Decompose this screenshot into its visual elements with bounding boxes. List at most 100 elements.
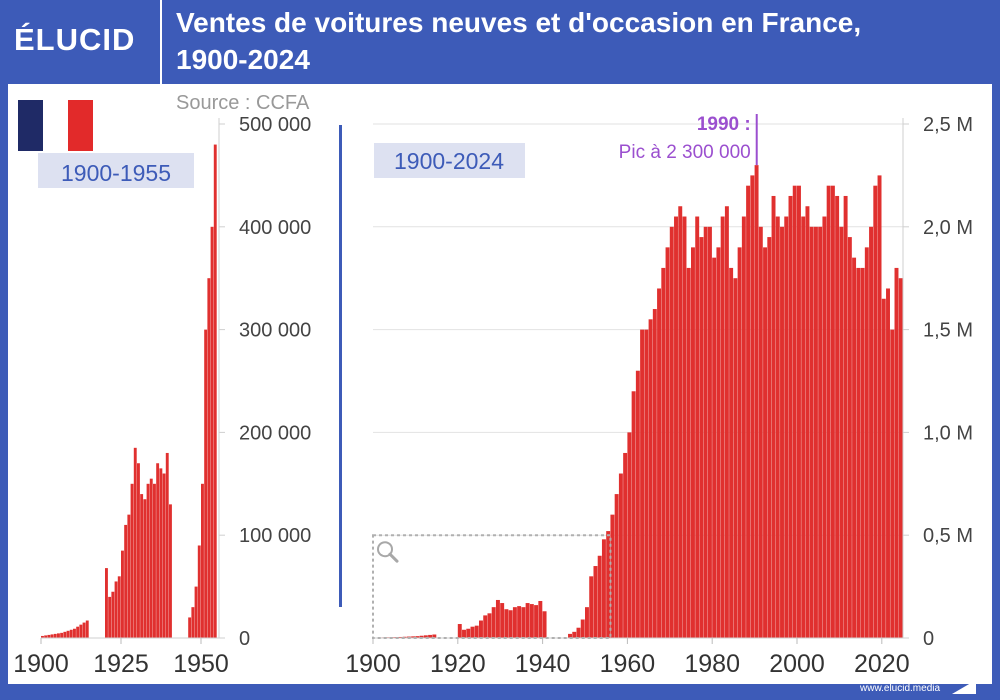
bar-1972 xyxy=(678,206,683,638)
bar-1928 xyxy=(130,483,134,638)
bar-1948 xyxy=(194,586,198,638)
bar-2009 xyxy=(835,195,840,638)
bar-1934 xyxy=(517,606,522,638)
bar-1961 xyxy=(631,391,636,638)
peak-annotation-value: Pic à 2 300 000 xyxy=(619,142,751,163)
bar-1901 xyxy=(44,635,48,638)
bar-1939 xyxy=(165,452,169,638)
x-tick-label: 1980 xyxy=(684,650,740,678)
bar-1973 xyxy=(682,216,687,638)
bar-1949 xyxy=(197,545,201,638)
y-tick-label: 2,5 M xyxy=(923,114,973,136)
bar-1956 xyxy=(610,514,615,638)
bar-2012 xyxy=(847,237,852,638)
bar-1954 xyxy=(601,539,606,638)
bar-1950 xyxy=(201,483,204,638)
footer-url: www.elucid.media xyxy=(860,683,941,694)
panel-divider xyxy=(339,125,342,607)
bar-1975 xyxy=(691,247,695,639)
bar-1906 xyxy=(60,632,64,638)
bar-1981 xyxy=(716,247,721,639)
bar-1964 xyxy=(644,329,649,638)
bar-2023 xyxy=(894,267,899,638)
bar-2015 xyxy=(860,267,865,638)
bar-1985 xyxy=(733,278,738,638)
bar-2007 xyxy=(826,185,831,638)
bar-2000 xyxy=(797,185,801,638)
bar-1992 xyxy=(763,247,768,639)
bar-1900 xyxy=(41,635,44,638)
left-period-badge: 1900-1955 xyxy=(61,160,171,186)
title-line-1: Ventes de voitures neuves et d'occasion … xyxy=(176,7,862,38)
bar-1968 xyxy=(661,267,666,638)
bar-1991 xyxy=(758,226,763,639)
title-line-2: 1900-2024 xyxy=(176,44,310,75)
bar-1963 xyxy=(640,329,645,638)
bar-2018 xyxy=(873,185,878,638)
bar-2019 xyxy=(877,175,882,638)
bar-2017 xyxy=(869,226,874,639)
magnifier-icon xyxy=(377,541,399,563)
bar-1950 xyxy=(585,607,589,638)
bar-1974 xyxy=(686,267,691,638)
bar-1927 xyxy=(487,613,492,638)
bar-1957 xyxy=(614,494,619,638)
bar-1977 xyxy=(699,237,704,638)
bar-1997 xyxy=(784,216,789,638)
bar-1951 xyxy=(589,576,594,638)
bar-1926 xyxy=(483,615,488,638)
bar-1987 xyxy=(741,216,746,638)
y-tick-label: 2,0 M xyxy=(923,217,973,239)
bar-1930 xyxy=(137,463,140,638)
bar-1979 xyxy=(707,226,712,639)
bar-1946 xyxy=(568,633,572,638)
y-tick-label: 500 000 xyxy=(239,114,311,136)
bar-1910 xyxy=(73,628,76,638)
flag-blue-stripe xyxy=(18,100,43,151)
bar-1954 xyxy=(213,144,217,638)
bar-2022 xyxy=(890,329,895,638)
bar-1952 xyxy=(593,566,598,638)
bar-1913 xyxy=(82,622,86,638)
left-axis: 0 100 000 200 000 300 000 400 000 500 000 1900… xyxy=(13,114,311,678)
bar-1938 xyxy=(534,605,539,638)
bar-2003 xyxy=(809,226,814,639)
bar-1960 xyxy=(627,432,632,638)
chart-panel: Source : CCFA 1900-1955 1900-2024 0 100 0… xyxy=(8,84,992,684)
bar-1947 xyxy=(191,607,195,638)
bar-1920 xyxy=(457,624,462,638)
right-axis: 0 0,5 M 1,0 M 1,5 M 2,0 M 2,5 M 1900 1920 1940 19… xyxy=(345,114,973,678)
bar-1959 xyxy=(623,452,628,638)
bar-1948 xyxy=(576,627,581,638)
bar-2006 xyxy=(822,216,827,638)
bar-1984 xyxy=(729,267,734,638)
bar-2016 xyxy=(864,247,869,639)
bar-1927 xyxy=(127,514,131,638)
bar-1914 xyxy=(432,634,437,638)
flag-white-stripe xyxy=(43,100,68,151)
bar-1949 xyxy=(580,619,585,638)
bar-1923 xyxy=(114,581,118,638)
x-tick-label: 1900 xyxy=(13,650,69,678)
bar-1903 xyxy=(50,634,54,638)
bar-1910 xyxy=(415,636,420,638)
left-period-badge-bg xyxy=(38,153,194,188)
bar-1907 xyxy=(63,631,67,638)
bar-1980 xyxy=(712,257,717,638)
right-bars xyxy=(373,165,903,639)
bar-1921 xyxy=(108,596,112,638)
page-title: Ventes de voitures neuves et d'occasion … xyxy=(176,4,986,78)
bar-2021 xyxy=(886,288,890,638)
bar-1955 xyxy=(606,531,611,638)
bar-1914 xyxy=(85,620,89,638)
bar-1929 xyxy=(495,599,500,638)
y-tick-label: 400 000 xyxy=(239,217,311,239)
bar-1932 xyxy=(508,610,513,638)
bar-1953 xyxy=(597,555,602,638)
peak-annotation-year: 1990 : xyxy=(697,114,751,135)
bar-1969 xyxy=(665,247,670,639)
y-tick-label: 300 000 xyxy=(239,320,311,342)
bar-1983 xyxy=(724,206,729,638)
bar-1931 xyxy=(504,609,509,638)
bar-1938 xyxy=(162,473,166,638)
